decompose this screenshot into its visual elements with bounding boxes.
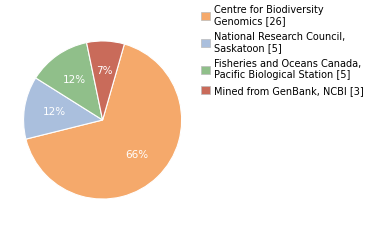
Wedge shape — [36, 43, 103, 120]
Wedge shape — [87, 41, 124, 120]
Wedge shape — [26, 44, 182, 199]
Text: 66%: 66% — [125, 150, 148, 160]
Text: 7%: 7% — [96, 66, 113, 76]
Legend: Centre for Biodiversity
Genomics [26], National Research Council,
Saskatoon [5],: Centre for Biodiversity Genomics [26], N… — [201, 5, 364, 96]
Text: 12%: 12% — [63, 75, 86, 85]
Wedge shape — [24, 78, 103, 139]
Text: 12%: 12% — [43, 107, 66, 117]
